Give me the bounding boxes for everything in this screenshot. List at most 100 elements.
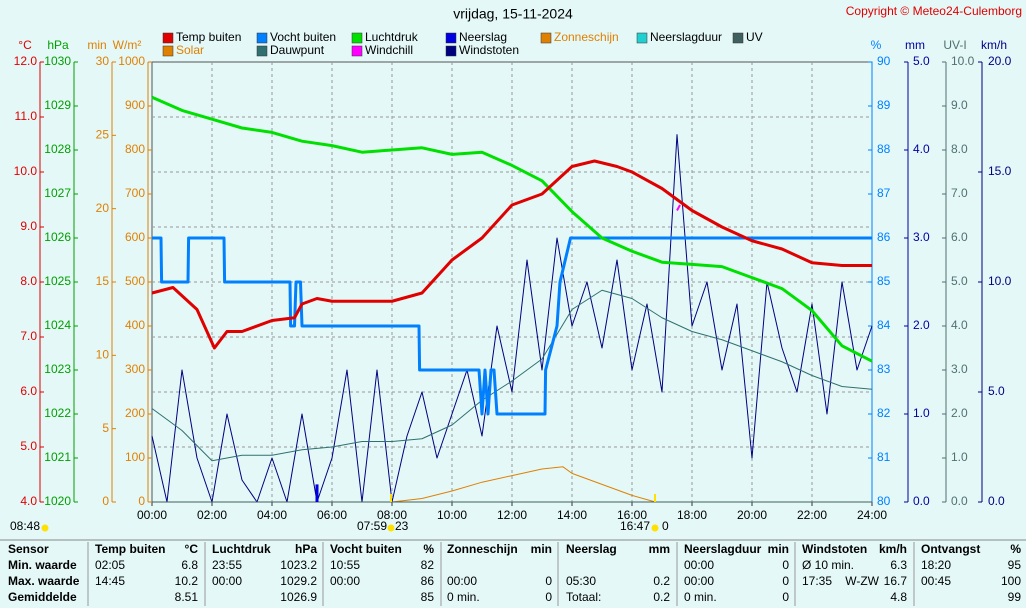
table-value: 85: [421, 590, 435, 604]
sun-annotation: 16:47: [620, 519, 650, 533]
table-time: Ø 10 min.: [802, 558, 854, 572]
y-tick-label: 1023: [44, 362, 71, 376]
y-tick-label: 0.0: [913, 494, 930, 508]
x-tick-label: 00:00: [137, 508, 167, 522]
table-time: 23:55: [212, 558, 242, 572]
table-time: 00:00: [684, 558, 714, 572]
legend-label: Windstoten: [459, 43, 519, 57]
y-tick-label: 10.0: [988, 274, 1012, 288]
table-value: 0: [545, 590, 552, 604]
table-time: 02:05: [95, 558, 125, 572]
legend-label: Dauwpunt: [270, 43, 325, 57]
table-unit: °C: [185, 542, 199, 556]
axis-title: %: [871, 38, 882, 52]
table-unit: min: [531, 542, 552, 556]
legend-label: Neerslag: [459, 30, 507, 44]
table-time: 00:00: [447, 574, 477, 588]
table-value: 1026.9: [280, 590, 317, 604]
sun-annotation: 23: [395, 519, 409, 533]
series-line: [151, 95, 873, 363]
y-tick-label: 5.0: [951, 274, 968, 288]
table-value: 0: [782, 574, 789, 588]
table-header: Sensor: [8, 542, 49, 556]
y-tick-label: 1022: [44, 406, 71, 420]
y-tick-label: 400: [125, 318, 145, 332]
table-header: Ontvangst: [921, 542, 980, 556]
y-tick-label: 6.0: [951, 230, 968, 244]
y-tick-label: 25: [96, 128, 110, 142]
legend-swatch: [636, 32, 648, 44]
table-time: 10:55: [330, 558, 360, 572]
axis-title: km/h: [981, 38, 1007, 52]
y-tick-label: 85: [877, 274, 891, 288]
table-value: 0: [782, 558, 789, 572]
y-tick-label: 500: [125, 274, 145, 288]
legend-swatch: [256, 45, 268, 57]
chart-title: vrijdag, 15-11-2024: [453, 6, 573, 22]
y-tick-label: 9.0: [951, 98, 968, 112]
legend-swatch: [351, 32, 363, 44]
sun-annotation: 0: [662, 519, 669, 533]
table-value: 1029.2: [280, 574, 317, 588]
y-tick-label: 700: [125, 186, 145, 200]
y-tick-label: 1025: [44, 274, 71, 288]
table-value: 100: [1001, 574, 1021, 588]
y-tick-label: 1030: [44, 54, 71, 68]
y-tick-label: 11.0: [15, 109, 38, 123]
y-tick-label: 2.0: [951, 406, 968, 420]
row-label: Min. waarde: [8, 558, 77, 572]
y-tick-label: 2.0: [913, 318, 930, 332]
x-tick-label: 02:00: [197, 508, 227, 522]
y-tick-label: 0.0: [951, 494, 968, 508]
y-tick-label: 7.0: [951, 186, 968, 200]
sun-marker: [390, 494, 392, 502]
series-line: [151, 134, 873, 503]
table-value: 0: [545, 574, 552, 588]
legend-swatch: [445, 45, 457, 57]
legend-label: UV: [746, 30, 763, 44]
y-tick-label: 1028: [44, 142, 71, 156]
legend-label: Zonneschijn: [554, 30, 619, 44]
y-tick-label: 20: [96, 201, 110, 215]
table-unit: min: [768, 542, 789, 556]
legend-label: Temp buiten: [176, 30, 241, 44]
table-time: 14:45: [95, 574, 125, 588]
y-tick-label: 0: [102, 494, 109, 508]
legend-swatch: [732, 32, 744, 44]
y-tick-label: 6.0: [20, 384, 37, 398]
x-tick-label: 10:00: [437, 508, 467, 522]
y-tick-label: 90: [877, 54, 891, 68]
y-tick-label: 82: [877, 406, 891, 420]
table-header: Temp buiten: [95, 542, 165, 556]
y-tick-label: 20.0: [988, 54, 1012, 68]
sun-icon: [387, 524, 395, 532]
y-tick-label: 300: [125, 362, 145, 376]
table-value: 6.3: [890, 558, 907, 572]
table-header: Zonneschijn: [447, 542, 518, 556]
legend-label: Solar: [176, 43, 204, 57]
y-tick-label: 4.0: [20, 494, 37, 508]
table-value: 10.2: [175, 574, 199, 588]
row-label: Max. waarde: [8, 574, 80, 588]
y-tick-label: 12.0: [14, 54, 38, 68]
sun-icon: [651, 524, 659, 532]
table-header: Neerslag: [566, 542, 617, 556]
table-time: Totaal:: [566, 590, 601, 604]
sun-marker: [654, 494, 656, 502]
y-tick-label: 4.0: [951, 318, 968, 332]
y-tick-label: 15: [96, 274, 110, 288]
y-tick-label: 1000: [118, 54, 145, 68]
series-line: [152, 236, 872, 416]
y-tick-label: 10.0: [951, 54, 975, 68]
table-time: 17:35: [802, 574, 832, 588]
y-tick-label: 1021: [44, 450, 71, 464]
y-tick-label: 86: [877, 230, 891, 244]
y-tick-label: 89: [877, 98, 891, 112]
table-time: 0 min.: [447, 590, 480, 604]
table-time: 0 min.: [684, 590, 717, 604]
y-tick-label: 87: [877, 186, 891, 200]
y-tick-label: 900: [125, 98, 145, 112]
table-time: 00:00: [212, 574, 242, 588]
table-value: 8.51: [175, 590, 199, 604]
table-value: 1023.2: [280, 558, 317, 572]
